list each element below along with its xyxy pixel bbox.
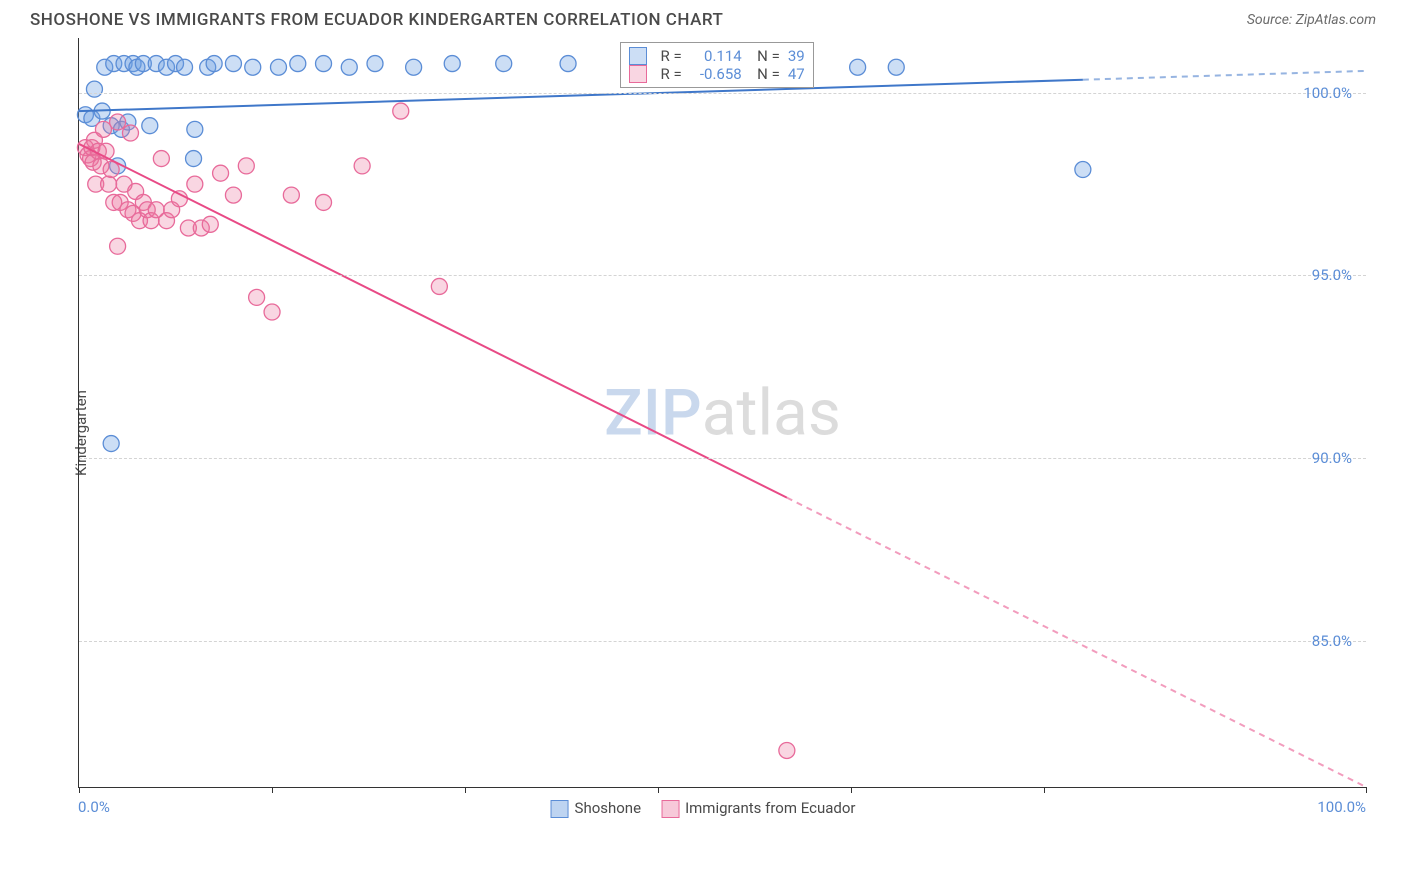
data-point	[110, 238, 126, 254]
data-point	[444, 56, 460, 72]
data-point	[202, 216, 218, 232]
data-point	[283, 187, 299, 203]
data-point	[101, 176, 117, 192]
chart-region: Kindergarten ZIPatlas R =0.114 N =39R =-…	[30, 38, 1376, 828]
data-point	[186, 151, 202, 167]
data-point	[238, 158, 254, 174]
x-tick-mark	[79, 787, 80, 793]
data-point	[560, 56, 576, 72]
data-point	[316, 56, 332, 72]
x-tick-mark	[851, 787, 852, 793]
data-point	[142, 118, 158, 134]
gridline	[79, 93, 1366, 94]
data-point	[850, 59, 866, 75]
stats-r-label: R =	[661, 47, 682, 65]
x-tick-right: 100.0%	[1317, 798, 1366, 816]
chart-title: SHOSHONE VS IMMIGRANTS FROM ECUADOR KIND…	[30, 10, 723, 30]
x-tick-mark	[658, 787, 659, 793]
legend-item: Immigrants from Ecuador	[661, 799, 855, 818]
data-point	[245, 59, 261, 75]
data-point	[431, 278, 447, 294]
data-point	[225, 56, 241, 72]
regression-line-extrapolated	[787, 498, 1366, 787]
data-point	[187, 176, 203, 192]
stats-row: R = 0.114 N = 39	[629, 47, 805, 65]
x-tick-mark	[465, 787, 466, 793]
data-point	[110, 114, 126, 130]
y-tick-label: 90.0%	[1312, 449, 1352, 467]
x-tick-mark	[1044, 787, 1045, 793]
data-point	[316, 194, 332, 210]
data-point	[249, 289, 265, 305]
data-point	[496, 56, 512, 72]
data-point	[177, 59, 193, 75]
legend-item: Shoshone	[551, 799, 642, 818]
x-tick-mark	[272, 787, 273, 793]
regression-line	[79, 144, 787, 498]
data-point	[888, 59, 904, 75]
data-point	[367, 56, 383, 72]
data-point	[393, 103, 409, 119]
stats-n-value: 47	[788, 65, 805, 83]
y-tick-label: 95.0%	[1312, 266, 1352, 284]
legend-label: Immigrants from Ecuador	[685, 799, 855, 817]
data-point	[86, 81, 102, 97]
x-tick-mark	[1366, 787, 1367, 793]
x-tick-left: 0.0%	[78, 798, 110, 816]
data-point	[341, 59, 357, 75]
data-point	[103, 436, 119, 452]
correlation-stats-box: R = 0.114 N = 39 R = -0.658 N = 47	[620, 42, 814, 88]
data-point	[95, 121, 111, 137]
data-point	[153, 151, 169, 167]
data-point	[290, 56, 306, 72]
stats-swatch	[629, 65, 647, 83]
data-point	[406, 59, 422, 75]
regression-line	[79, 80, 1083, 111]
stats-r-value: 0.114	[690, 47, 742, 65]
legend-label: Shoshone	[575, 799, 642, 817]
data-point	[206, 56, 222, 72]
stats-r-value: -0.658	[690, 65, 742, 83]
data-point	[225, 187, 241, 203]
data-point	[270, 59, 286, 75]
stats-n-label: N =	[750, 47, 780, 65]
legend-swatch	[551, 800, 569, 818]
gridline	[79, 458, 1366, 459]
plot-area: ZIPatlas R =0.114 N =39R =-0.658 N =47 8…	[78, 38, 1366, 788]
data-point	[354, 158, 370, 174]
regression-line-extrapolated	[1083, 71, 1366, 80]
legend-swatch	[661, 800, 679, 818]
scatter-svg	[79, 38, 1366, 787]
y-tick-label: 85.0%	[1312, 632, 1352, 650]
data-point	[122, 125, 138, 141]
data-point	[779, 742, 795, 758]
stats-swatch	[629, 47, 647, 65]
data-point	[1075, 162, 1091, 178]
data-point	[264, 304, 280, 320]
data-point	[213, 165, 229, 181]
gridline	[79, 641, 1366, 642]
stats-row: R = -0.658 N = 47	[629, 65, 805, 83]
y-tick-label: 100.0%	[1303, 84, 1352, 102]
chart-header: SHOSHONE VS IMMIGRANTS FROM ECUADOR KIND…	[0, 0, 1406, 38]
stats-r-label: R =	[661, 65, 682, 83]
legend: Shoshone Immigrants from Ecuador	[551, 799, 856, 818]
stats-n-value: 39	[788, 47, 805, 65]
gridline	[79, 275, 1366, 276]
stats-n-label: N =	[750, 65, 780, 83]
data-point	[187, 121, 203, 137]
chart-source: Source: ZipAtlas.com	[1247, 12, 1376, 28]
